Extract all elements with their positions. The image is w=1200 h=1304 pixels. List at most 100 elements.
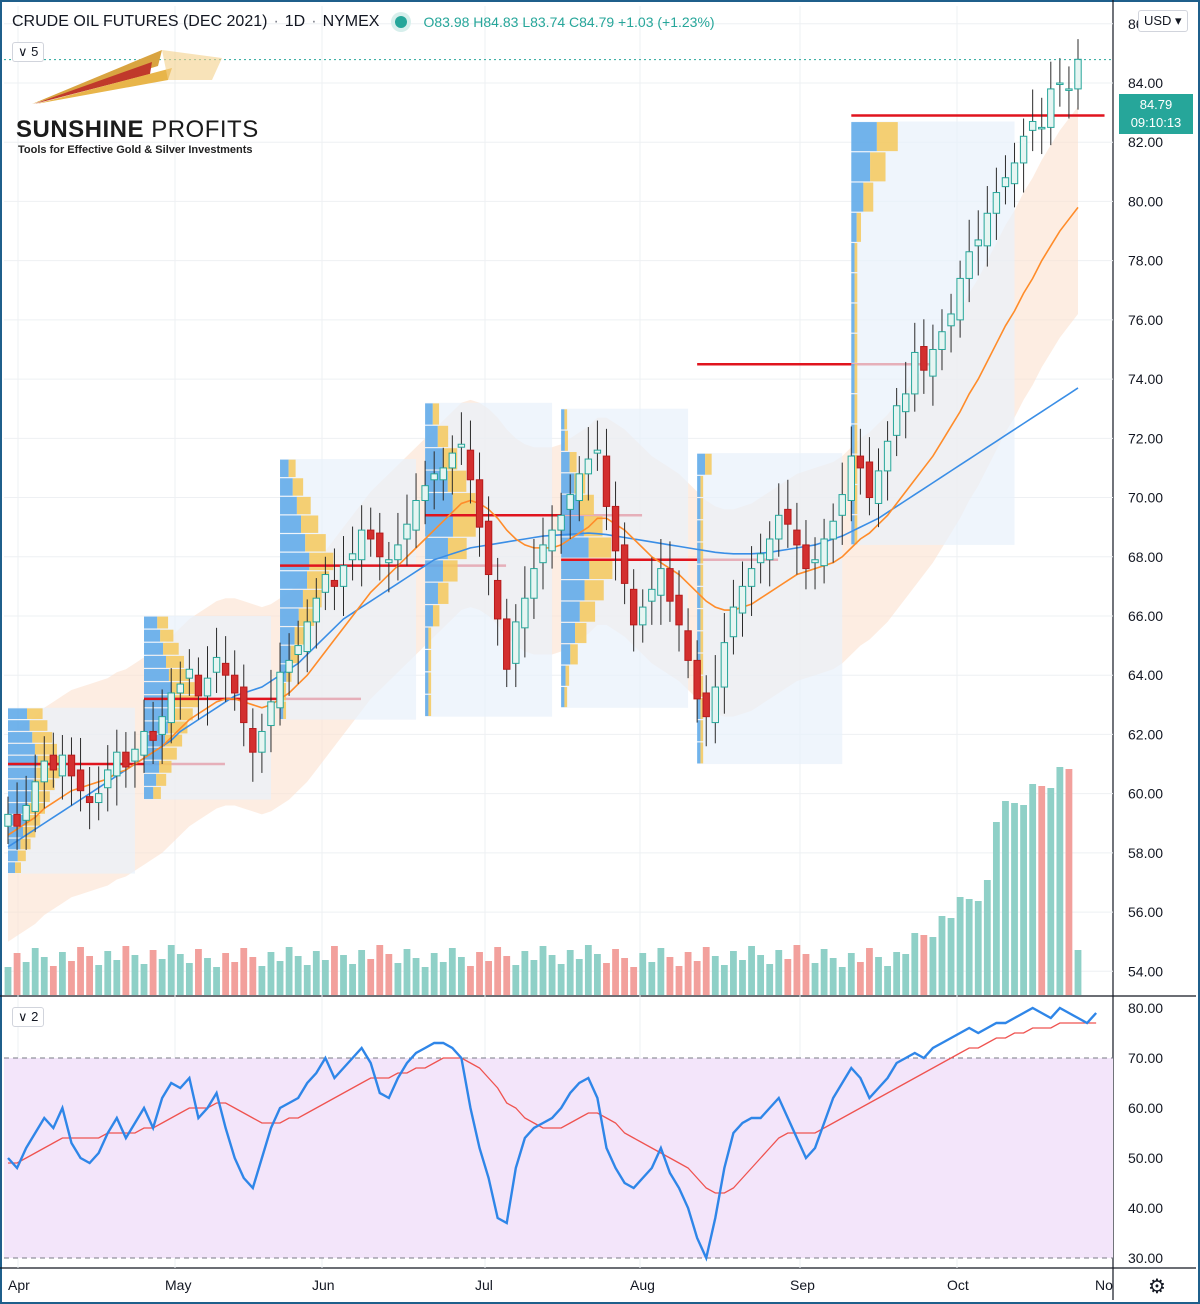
volume-profile-bar-down (309, 552, 334, 571)
volume-profile-bar-up (144, 642, 164, 655)
candle-body (221, 662, 230, 676)
candle-body (466, 449, 475, 481)
chart-header: CRUDE OIL FUTURES (DEC 2021) · 1D · NYME… (12, 13, 715, 30)
volume-profile-bar-down (700, 720, 704, 742)
volume-bar (820, 949, 828, 995)
candle-body (1056, 82, 1064, 85)
price-tick-label: 72.00 (1128, 430, 1163, 446)
candle-body (693, 659, 701, 700)
candle-body (974, 239, 982, 247)
candle-body (394, 544, 402, 561)
candle-body (1001, 177, 1010, 188)
volume-bar (612, 949, 619, 995)
volume-profile-bar-down (700, 498, 704, 520)
volume-profile-bar-down (854, 243, 858, 273)
candle-body (720, 642, 729, 688)
volume-profile-bar-down (17, 850, 26, 862)
rsi-tick-label: 30.00 (1128, 1250, 1163, 1266)
volume-profile-bar-down (700, 675, 704, 697)
volume-profile-bar-up (144, 669, 169, 681)
indicator-count-badge[interactable]: ∨ 5 (12, 42, 45, 62)
volume-bar (539, 946, 547, 995)
interval-label[interactable]: 1D (284, 13, 306, 30)
volume-bar (711, 956, 719, 995)
volume-profile-bar-down (583, 516, 603, 537)
candle-body (85, 796, 94, 804)
volume-profile-bar-up (8, 803, 29, 814)
volume-bar (494, 947, 502, 995)
volume-profile-bar-down (854, 303, 858, 333)
volume-profile-bar-down (15, 862, 21, 873)
volume-bar (185, 963, 193, 995)
volume-bar (893, 952, 901, 995)
rsi-tick-label: 80.00 (1128, 1000, 1163, 1016)
volume-profile-bar-up (561, 644, 571, 665)
candle-body (249, 728, 257, 753)
rsi-tick-label: 70.00 (1128, 1050, 1163, 1066)
volume-bar (702, 947, 710, 995)
volume-bar (204, 958, 211, 995)
volume-bar (249, 957, 257, 995)
candle-body (40, 760, 48, 783)
volume-profile-bar-down (288, 459, 296, 478)
symbol-title[interactable]: CRUDE OIL FUTURES (DEC 2021) (12, 13, 268, 30)
candle-body (140, 730, 148, 756)
rsi-pane-badge[interactable]: ∨ 2 (12, 1007, 45, 1027)
volume-profile-bar-down (700, 698, 704, 720)
volume-profile-bar-down (870, 152, 886, 182)
candle-body (22, 804, 30, 821)
volume-bar (875, 957, 882, 995)
volume-profile-bar-up (851, 424, 855, 454)
rsi-signal-line (8, 1022, 1097, 1194)
volume-profile-bar-up (697, 698, 701, 720)
volume-profile-bar-down (565, 665, 570, 686)
volume-bar (86, 956, 94, 995)
candle-body (167, 692, 175, 724)
volume-profile-bar-down (564, 430, 568, 451)
volume-profile-bar-down (863, 182, 874, 212)
volume-profile-bar-down (283, 682, 287, 701)
volume-profile-bar-down (854, 454, 858, 484)
gear-icon[interactable]: ⚙ (1148, 1276, 1166, 1298)
volume-profile-bar-down (153, 787, 161, 799)
volume-profile-bar-up (144, 760, 160, 773)
volume-profile-bar-up (851, 243, 855, 273)
candle-body (1028, 120, 1037, 131)
candle-body (194, 674, 203, 697)
volume-bar (757, 955, 765, 995)
candle-body (729, 606, 738, 638)
candle-body (512, 621, 520, 664)
currency-select[interactable]: USD ▾ (1138, 10, 1188, 32)
candle-body (557, 514, 565, 531)
volume-bar (983, 880, 991, 995)
volume-profile-bar-down (25, 814, 41, 826)
volume-profile-bar-up (851, 182, 864, 212)
volume-profile-bar-up (851, 212, 857, 242)
volume-profile-bar-up (8, 826, 24, 838)
price-tick-label: 66.00 (1128, 608, 1163, 624)
volume-bar (974, 901, 982, 995)
volume-profile-bar-up (8, 838, 21, 850)
volume-profile-bar-down (428, 672, 432, 694)
volume-bar (1074, 950, 1082, 995)
volume-profile-bar-up (697, 475, 701, 497)
volume-profile-bar-down (570, 644, 578, 665)
price-tick-label: 78.00 (1128, 253, 1163, 269)
candle-body (874, 470, 883, 504)
volume-bar (149, 950, 157, 995)
volume-profile-bar-up (8, 767, 37, 779)
volume-profile-bar-down (27, 708, 43, 720)
volume-profile-bar-down (159, 760, 172, 773)
volume-bar (884, 966, 891, 995)
volume-bar (4, 967, 12, 995)
volume-profile-bar-down (32, 732, 53, 743)
volume-profile-bar-down (854, 364, 858, 394)
volume-bar (566, 950, 574, 995)
volume-bar (856, 962, 864, 995)
exchange-label: NYMEX (322, 13, 380, 30)
candle-body (575, 473, 583, 502)
candle-body (493, 579, 502, 620)
candle-body (639, 606, 647, 626)
volume-bar (421, 967, 429, 995)
